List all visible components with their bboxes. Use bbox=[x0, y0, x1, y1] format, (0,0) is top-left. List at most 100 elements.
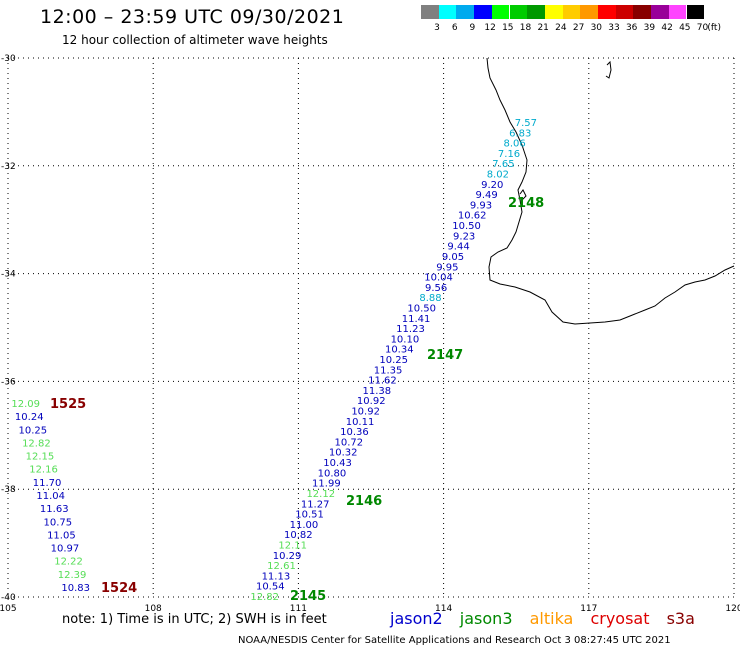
lat-tick-label: -30 bbox=[1, 54, 16, 64]
pass-time-1524: 1524 bbox=[101, 581, 137, 596]
swh-label: 10.04 bbox=[424, 273, 453, 284]
swh-label: 11.00 bbox=[290, 520, 319, 531]
legend-altika: altika bbox=[529, 609, 574, 628]
scale-label: 21 bbox=[537, 23, 549, 33]
swh-label: 7.65 bbox=[492, 159, 514, 170]
swh-label: 10.54 bbox=[256, 582, 285, 593]
lat-tick-label: -34 bbox=[1, 270, 16, 280]
swh-label: 11.13 bbox=[262, 571, 291, 582]
swh-label: 10.36 bbox=[340, 427, 369, 438]
swh-label: 11.38 bbox=[363, 386, 392, 397]
swh-label: 10.11 bbox=[346, 417, 375, 428]
lon-tick-label: 120 bbox=[725, 604, 740, 614]
swh-label: 11.70 bbox=[33, 478, 62, 489]
swh-label: 12.82 bbox=[250, 592, 279, 603]
satellite-legend: jason2 jason3 altika cryosat s3a bbox=[390, 609, 707, 628]
lat-tick-label: -36 bbox=[1, 377, 16, 387]
scale-swatch-18 bbox=[509, 5, 528, 19]
lat-tick-label: -32 bbox=[1, 162, 16, 172]
swh-label: 9.44 bbox=[447, 242, 469, 253]
pass-time-2147: 2147 bbox=[427, 348, 463, 363]
scale-label: 30 bbox=[590, 23, 603, 33]
swh-label: 10.92 bbox=[351, 407, 380, 418]
swh-label: 10.24 bbox=[15, 412, 44, 423]
legend-cryosat: cryosat bbox=[590, 609, 650, 628]
swh-label: 11.04 bbox=[36, 491, 65, 502]
lat-tick-label: -38 bbox=[1, 485, 16, 495]
scale-label: 36 bbox=[625, 23, 638, 33]
swh-label: 9.56 bbox=[425, 283, 447, 294]
footnote: note: 1) Time is in UTC; 2) SWH is in fe… bbox=[62, 612, 327, 627]
swh-label: 10.34 bbox=[385, 345, 414, 356]
scale-label: 27 bbox=[572, 23, 585, 33]
scale-swatch-70 bbox=[686, 5, 705, 19]
scale-label: 39 bbox=[643, 23, 656, 33]
swh-label: 9.95 bbox=[436, 262, 458, 273]
lat-lon-grid bbox=[7, 57, 735, 598]
scale-label: 6 bbox=[451, 23, 458, 33]
swh-label: 11.99 bbox=[312, 479, 341, 490]
swh-label: 10.25 bbox=[19, 425, 48, 436]
swh-label: 10.32 bbox=[329, 448, 358, 459]
swh-label: 8.06 bbox=[504, 139, 526, 150]
swh-label: 10.29 bbox=[273, 551, 302, 562]
pass-time-labels: 2148 2147 2146 2145 1525 1524 bbox=[50, 196, 544, 604]
swh-label: 10.75 bbox=[44, 517, 73, 528]
swh-label: 6.83 bbox=[509, 128, 531, 139]
pass-time-1525: 1525 bbox=[50, 397, 86, 412]
swh-label: 12.09 bbox=[11, 399, 40, 410]
swh-label: 9.49 bbox=[475, 190, 497, 201]
scale-swatch-30 bbox=[580, 5, 598, 19]
lon-tick-label: 117 bbox=[580, 604, 597, 614]
swh-label: 12.82 bbox=[22, 438, 51, 449]
swh-label: 12.16 bbox=[29, 465, 58, 476]
lon-tick-label: 114 bbox=[435, 604, 452, 614]
swh-label: 9.93 bbox=[470, 200, 492, 211]
scale-label: 42 bbox=[661, 23, 673, 33]
swh-label: 9.20 bbox=[481, 180, 503, 191]
scale-label: 3 bbox=[434, 23, 440, 33]
scale-swatch-45 bbox=[668, 5, 687, 19]
scale-label: 9 bbox=[469, 23, 476, 33]
scale-label: 33 bbox=[608, 23, 620, 33]
swh-label: 10.92 bbox=[357, 396, 386, 407]
swh-label: 10.50 bbox=[452, 221, 481, 232]
scale-swatch-21 bbox=[527, 5, 545, 19]
swh-label: 10.25 bbox=[379, 355, 408, 366]
scale-swatch-6 bbox=[438, 5, 457, 19]
scale-swatch-3 bbox=[421, 5, 439, 19]
scale-swatch-12 bbox=[474, 5, 492, 19]
swh-label: 11.35 bbox=[374, 365, 403, 376]
swh-label: 11.63 bbox=[40, 504, 69, 515]
swh-label: 10.10 bbox=[391, 334, 420, 345]
swh-label: 10.97 bbox=[51, 544, 80, 555]
scale-swatch-15 bbox=[491, 5, 510, 19]
swh-label: 10.62 bbox=[458, 211, 487, 222]
legend-jason3: jason3 bbox=[459, 609, 513, 628]
map-title: 12:00 – 23:59 UTC 09/30/2021 bbox=[40, 6, 345, 28]
coastline-path bbox=[486, 57, 735, 325]
swh-label: 10.43 bbox=[323, 458, 352, 469]
pass-time-2146: 2146 bbox=[346, 494, 382, 509]
swh-label: 11.62 bbox=[368, 376, 397, 387]
legend-s3a: s3a bbox=[666, 609, 695, 628]
island-outline bbox=[605, 60, 612, 79]
swh-label: 12.11 bbox=[278, 540, 307, 551]
scale-label: 18 bbox=[519, 23, 532, 33]
scale-label: 12 bbox=[484, 23, 496, 33]
scale-label: 70 bbox=[696, 23, 709, 33]
lon-tick-label: 105 bbox=[0, 604, 17, 614]
scale-label: 15 bbox=[502, 23, 514, 33]
swh-label: 11.05 bbox=[47, 530, 76, 541]
swh-label: 7.16 bbox=[498, 149, 520, 160]
swh-label: 11.41 bbox=[402, 314, 431, 325]
scale-swatch-27 bbox=[562, 5, 581, 19]
scale-swatch-42 bbox=[651, 5, 669, 19]
swh-label: 9.23 bbox=[453, 231, 475, 242]
swh-label: 12.15 bbox=[26, 452, 55, 463]
swh-label: 12.39 bbox=[58, 570, 87, 581]
swh-label: 10.80 bbox=[318, 468, 347, 479]
credit-line: NOAA/NESDIS Center for Satellite Applica… bbox=[238, 635, 671, 646]
scale-swatch-24 bbox=[544, 5, 563, 19]
